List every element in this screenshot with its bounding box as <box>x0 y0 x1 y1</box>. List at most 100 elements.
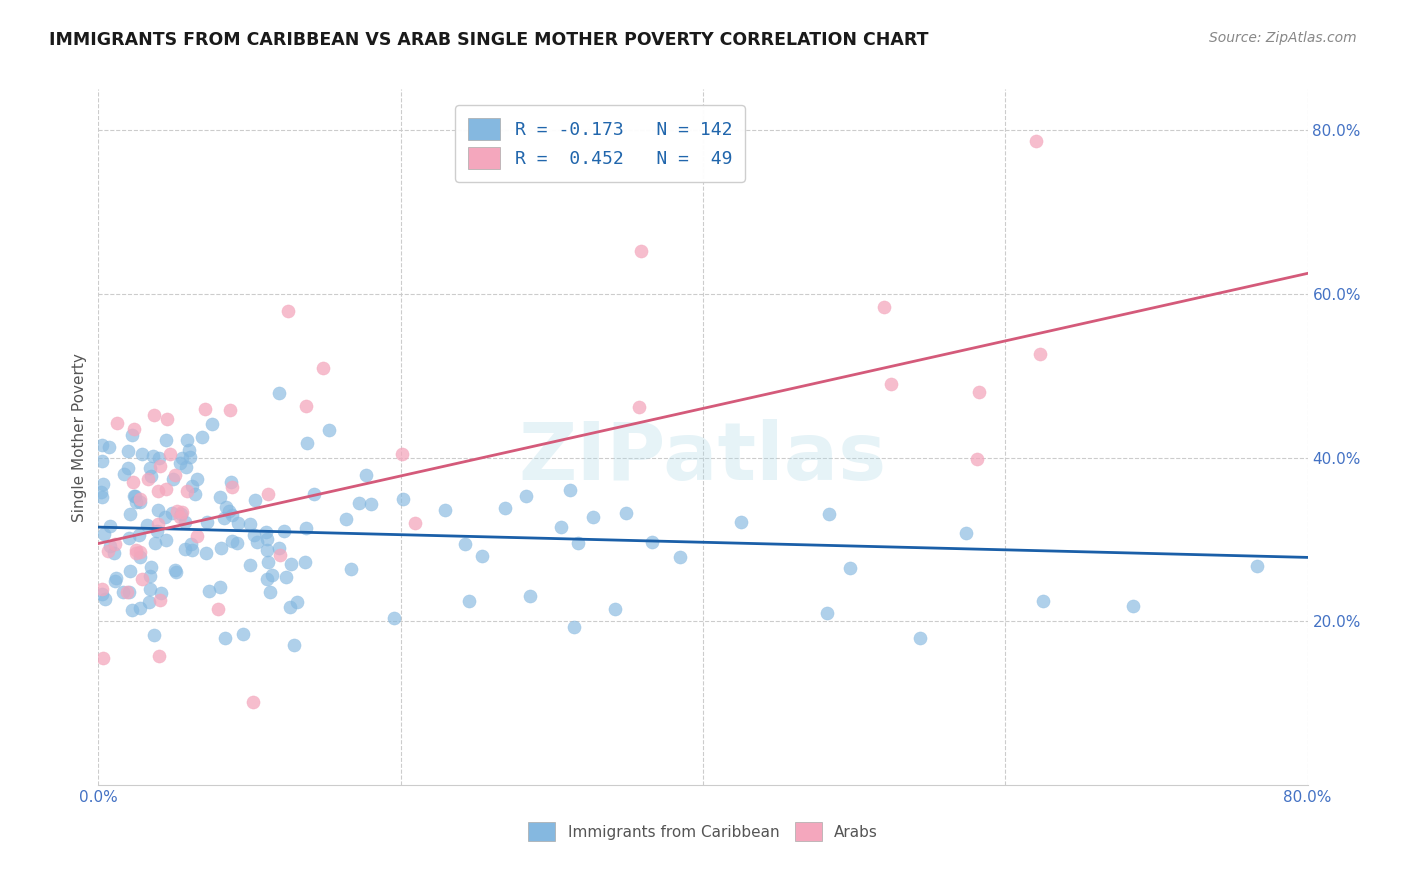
Point <box>294 521 316 535</box>
Point <box>145 524 167 538</box>
Point <box>117 460 139 475</box>
Point <box>262 567 284 582</box>
Point <box>567 535 589 549</box>
Point <box>125 495 148 509</box>
Point <box>105 416 128 430</box>
Point <box>219 403 242 417</box>
Point <box>221 533 243 548</box>
Text: Source: ZipAtlas.com: Source: ZipAtlas.com <box>1209 31 1357 45</box>
Point <box>391 492 413 507</box>
Point <box>198 583 221 598</box>
Point <box>382 611 405 625</box>
Point <box>148 484 170 499</box>
Point <box>582 510 605 524</box>
Point <box>239 558 262 572</box>
Point <box>630 244 652 258</box>
Point <box>277 304 299 318</box>
Point <box>173 516 195 530</box>
Point <box>254 525 277 540</box>
Point <box>195 545 218 559</box>
Point <box>122 490 145 504</box>
Point <box>256 555 278 569</box>
Point <box>93 527 115 541</box>
Point <box>148 451 170 466</box>
Point <box>98 440 121 454</box>
Point <box>118 531 141 545</box>
Point <box>156 411 179 425</box>
Point <box>170 505 193 519</box>
Point <box>221 508 243 523</box>
Point <box>170 507 193 521</box>
Point <box>955 526 977 541</box>
Point <box>873 300 896 314</box>
Point <box>128 528 150 542</box>
Point <box>908 632 931 646</box>
Point <box>162 472 184 486</box>
Point <box>90 582 112 596</box>
Point <box>1122 599 1144 614</box>
Point <box>730 515 752 529</box>
Point <box>103 546 125 560</box>
Point <box>143 536 166 550</box>
Point <box>278 599 301 614</box>
Point <box>90 490 112 504</box>
Point <box>93 476 115 491</box>
Point <box>295 435 318 450</box>
Point <box>118 507 141 521</box>
Point <box>94 592 117 607</box>
Point <box>212 511 235 525</box>
Point <box>221 480 243 494</box>
Point <box>1246 559 1268 574</box>
Text: IMMIGRANTS FROM CARIBBEAN VS ARAB SINGLE MOTHER POVERTY CORRELATION CHART: IMMIGRANTS FROM CARIBBEAN VS ARAB SINGLE… <box>49 31 929 49</box>
Point <box>242 528 264 542</box>
Point <box>169 510 191 524</box>
Point <box>166 504 188 518</box>
Point <box>294 399 316 413</box>
Point <box>165 565 187 579</box>
Point <box>239 516 262 531</box>
Y-axis label: Single Mother Poverty: Single Mother Poverty <box>72 352 87 522</box>
Point <box>112 467 135 481</box>
Point <box>149 592 172 607</box>
Point <box>627 400 650 414</box>
Point <box>91 454 114 468</box>
Point <box>98 539 121 553</box>
Point <box>215 500 238 515</box>
Point <box>340 562 363 576</box>
Point <box>256 543 278 558</box>
Point <box>256 532 278 546</box>
Point <box>176 483 198 498</box>
Legend: Immigrants from Caribbean, Arabs: Immigrants from Caribbean, Arabs <box>522 816 884 847</box>
Point <box>179 450 201 465</box>
Point <box>471 549 494 563</box>
Point <box>163 467 186 482</box>
Point <box>967 385 990 400</box>
Point <box>118 564 141 578</box>
Point <box>139 569 162 583</box>
Point <box>100 519 122 533</box>
Point <box>558 483 581 497</box>
Point <box>641 535 664 549</box>
Point <box>128 495 150 509</box>
Point <box>404 516 426 530</box>
Point <box>839 561 862 575</box>
Point <box>148 503 170 517</box>
Point <box>246 535 269 549</box>
Point <box>294 555 316 569</box>
Point <box>143 628 166 642</box>
Point <box>209 580 232 594</box>
Point <box>104 574 127 588</box>
Point <box>966 451 988 466</box>
Point <box>180 536 202 550</box>
Point <box>256 572 278 586</box>
Point <box>124 489 146 503</box>
Point <box>494 500 516 515</box>
Point <box>221 475 243 490</box>
Point <box>138 595 160 609</box>
Point <box>519 589 541 603</box>
Point <box>218 504 240 518</box>
Point <box>129 550 152 565</box>
Point <box>148 517 170 532</box>
Point <box>668 550 690 565</box>
Point <box>312 361 335 376</box>
